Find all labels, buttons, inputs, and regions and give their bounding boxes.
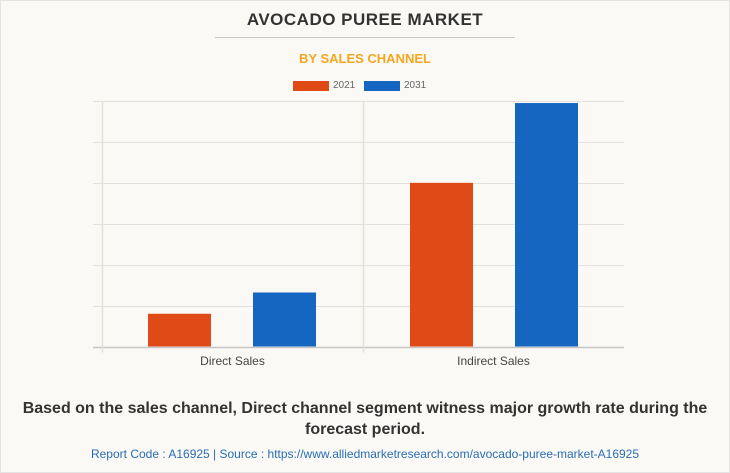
legend-label-2021: 2021 xyxy=(333,80,356,91)
chart-subtitle: BY SALES CHANNEL xyxy=(299,51,431,66)
chart-footnote: Based on the sales channel, Direct chann… xyxy=(22,400,708,438)
x-tick-labels: Direct Sales Indirect Sales xyxy=(200,354,530,368)
legend-swatch-2021 xyxy=(293,80,329,91)
bar-direct-sales-2021 xyxy=(148,313,211,347)
bar-indirect-sales-2031 xyxy=(515,103,578,347)
title-divider xyxy=(215,37,515,38)
bars xyxy=(148,103,578,347)
legend-swatch-2031 xyxy=(364,80,400,91)
bar-indirect-sales-2021 xyxy=(410,182,473,347)
source-line: Report Code : A16925 | Source : https://… xyxy=(90,447,640,461)
x-tick-label-1: Indirect Sales xyxy=(457,354,530,368)
chart-title: AVOCADO PUREE MARKET xyxy=(246,10,484,29)
legend-label-2031: 2031 xyxy=(404,80,427,91)
bar-direct-sales-2031 xyxy=(253,292,316,347)
legend-item-2031: 2031 xyxy=(364,80,426,91)
x-tick-label-0: Direct Sales xyxy=(200,354,265,368)
legend: 2021 2031 xyxy=(0,80,730,94)
legend-item-2021: 2021 xyxy=(293,80,355,91)
